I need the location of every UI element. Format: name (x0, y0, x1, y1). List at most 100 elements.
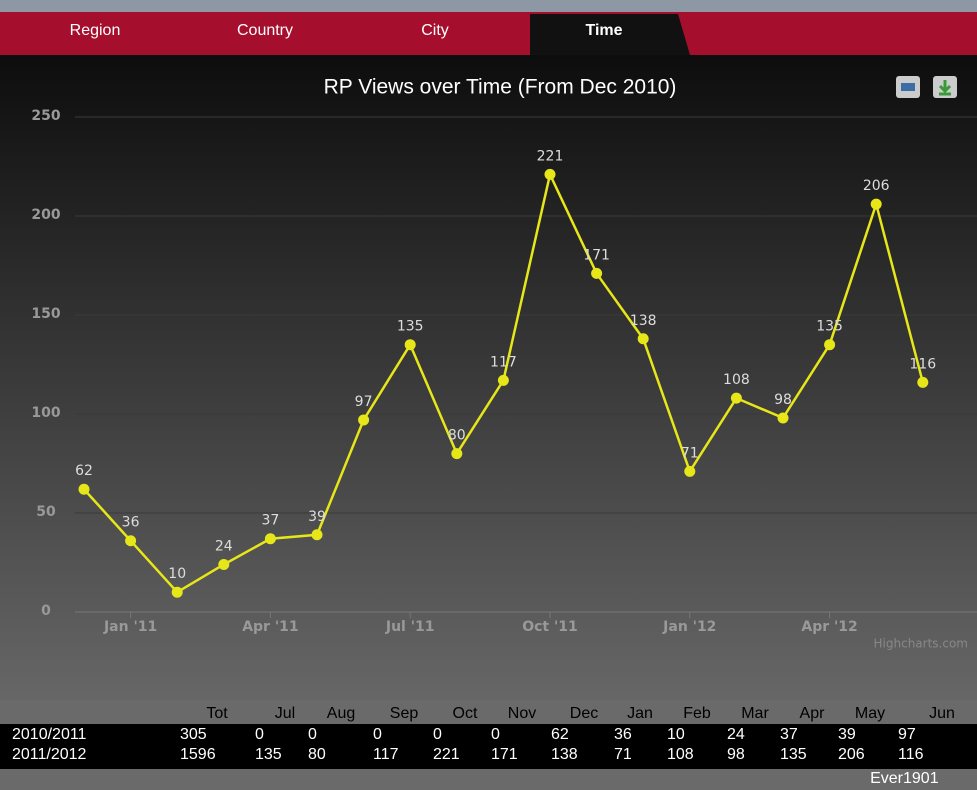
cell: 0 (433, 726, 442, 743)
point (684, 465, 696, 477)
point (730, 392, 742, 404)
data-label: 37 (261, 513, 279, 529)
tab[interactable]: Country (237, 22, 293, 39)
cell: 171 (491, 746, 518, 763)
data-label: 206 (863, 178, 890, 194)
top-strip (0, 0, 977, 12)
x-tick-label: Apr '11 (242, 619, 298, 635)
point (544, 168, 556, 180)
cell: 0 (308, 726, 317, 743)
tab[interactable]: City (421, 22, 449, 39)
active-tab (530, 14, 690, 55)
column-header: Aug (327, 705, 355, 722)
footer-label: Ever (870, 770, 904, 787)
point (777, 412, 789, 424)
table-body-bg (0, 724, 977, 769)
column-header: Nov (508, 705, 536, 722)
y-tick-label: 100 (31, 405, 60, 421)
chart-title: RP Views over Time (From Dec 2010) (324, 76, 677, 99)
data-label: 135 (397, 319, 424, 335)
point (218, 558, 230, 570)
data-label: 221 (537, 148, 564, 164)
column-header: Jan (627, 705, 653, 722)
point (404, 339, 416, 351)
cell: 1596 (180, 746, 216, 763)
data-label: 71 (681, 445, 699, 461)
row-label: 2011/2012 (12, 746, 87, 763)
cell: 24 (727, 726, 745, 743)
column-header: Feb (683, 705, 711, 722)
column-header: Jul (275, 705, 295, 722)
point (824, 339, 836, 351)
x-tick-label: Jul '11 (385, 619, 435, 635)
cell: 117 (373, 746, 399, 763)
data-label: 24 (215, 538, 233, 554)
cell: 108 (667, 746, 694, 763)
x-tick-label: Apr '12 (801, 619, 857, 635)
plot: 0 50 100 150 200 250 Jan '11 Apr '11 Jul '11 Oct … (31, 108, 977, 635)
cell: 39 (838, 726, 856, 743)
column-header: May (855, 705, 885, 722)
export-button[interactable] (933, 76, 957, 98)
print-button[interactable] (896, 76, 920, 98)
data-label: 80 (448, 428, 466, 444)
column-header: Dec (570, 705, 598, 722)
y-tick-label: 150 (31, 306, 60, 322)
data-label: 62 (75, 463, 93, 479)
column-header: Tot (206, 705, 228, 722)
column-header: Mar (741, 705, 769, 722)
tab[interactable]: Region (70, 22, 121, 39)
cell: 138 (551, 746, 578, 763)
column-header: Sep (390, 705, 419, 722)
cell: 135 (780, 746, 807, 763)
table-header-bg (0, 700, 977, 724)
tab-bar (0, 12, 977, 55)
y-tick-label: 200 (31, 207, 60, 223)
point (591, 267, 603, 279)
table-footer-bg (0, 769, 977, 790)
tab[interactable]: Time (585, 22, 622, 39)
point (125, 535, 137, 547)
data-label: 108 (723, 372, 750, 388)
x-tick-label: Jan '11 (103, 619, 157, 635)
data-label: 135 (816, 319, 843, 335)
data-label: 97 (355, 394, 373, 410)
data-label: 36 (122, 515, 140, 531)
point (637, 333, 649, 345)
table: Tot Jul Aug Sep Oct Nov Dec Jan Feb Mar Apr May Jun 2… (12, 705, 955, 787)
cell: 206 (838, 746, 865, 763)
data-label: 138 (630, 313, 657, 329)
point (917, 376, 929, 388)
cell: 80 (308, 746, 326, 763)
data-label: 116 (909, 356, 936, 372)
point (311, 529, 323, 541)
cell: 305 (180, 726, 207, 743)
y-tick-label: 250 (31, 108, 60, 124)
y-tick-label: 50 (36, 504, 56, 520)
cell: 221 (433, 746, 460, 763)
cell: 62 (551, 726, 569, 743)
point (171, 586, 183, 598)
column-header: Jun (929, 705, 955, 722)
y-tick-label: 0 (41, 603, 51, 619)
cell: 0 (491, 726, 500, 743)
cell: 135 (255, 746, 282, 763)
cell: 37 (780, 726, 798, 743)
cell: 116 (898, 746, 924, 763)
data-label: 98 (774, 392, 792, 408)
cell: 10 (667, 726, 685, 743)
point (497, 374, 509, 386)
x-tick-label: Jan '12 (662, 619, 716, 635)
cell: 71 (614, 746, 632, 763)
cell: 0 (373, 726, 382, 743)
point (358, 414, 370, 426)
column-header: Apr (800, 705, 826, 722)
cell: 36 (614, 726, 632, 743)
row-label: 2010/2011 (12, 726, 87, 743)
data-label: 117 (490, 354, 517, 370)
footer-value: 1901 (903, 770, 939, 787)
credit[interactable]: Highcharts.com (874, 637, 968, 651)
point (264, 533, 276, 545)
